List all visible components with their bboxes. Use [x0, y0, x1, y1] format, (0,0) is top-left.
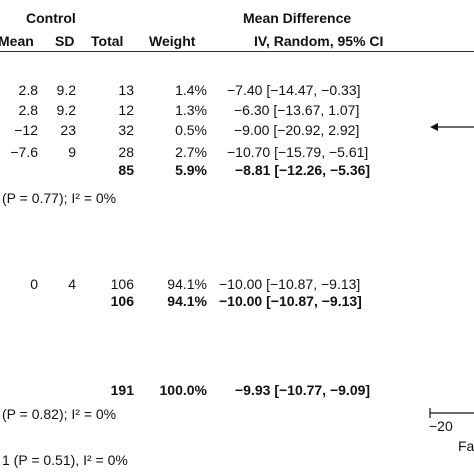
sd-column-header: SD — [55, 33, 75, 49]
subtotal2-weight: 94.1% — [167, 293, 207, 309]
heterogeneity-overall: (P = 0.82); I² = 0% — [2, 406, 117, 422]
row5-weight: 94.1% — [167, 276, 207, 292]
subtotal2-ci: −10.00 [−10.87, −9.13] — [219, 293, 362, 309]
weight-column-header: Weight — [149, 33, 196, 49]
row4-mean: −7.6 — [10, 144, 38, 160]
row1-total: 13 — [118, 82, 134, 98]
row4-ci: −10.70 [−15.79, −5.61] — [227, 144, 369, 160]
row4-weight: 2.7% — [175, 144, 207, 160]
row1-ci: −7.40 [−14.47, −0.33] — [227, 82, 361, 98]
row4-sd: 9 — [68, 144, 76, 160]
row4-total: 28 — [118, 144, 134, 160]
arrow-head — [430, 123, 438, 131]
ci-column-header: IV, Random, 95% CI — [254, 33, 384, 49]
overall-ci: −9.93 [−10.77, −9.09] — [235, 382, 371, 398]
row5-sd: 4 — [68, 276, 76, 292]
total-column-header: Total — [91, 33, 124, 49]
row1-mean: 2.8 — [18, 82, 38, 98]
row3-total: 32 — [118, 122, 134, 138]
x-axis-label-fragment: Fa — [458, 438, 474, 454]
row1-sd: 9.2 — [56, 82, 76, 98]
x-axis-tick-label: −20 — [429, 418, 453, 434]
subgroup-difference-test: 1 (P = 0.51), I² = 0% — [2, 452, 128, 468]
row2-weight: 1.3% — [175, 102, 207, 118]
overall-total: 191 — [110, 382, 134, 398]
row2-total: 12 — [118, 102, 134, 118]
subtotal1-weight: 5.9% — [175, 162, 207, 178]
row1-weight: 1.4% — [175, 82, 207, 98]
subtotal2-total: 106 — [110, 293, 134, 309]
control-group-header: Control — [26, 10, 76, 26]
mean-column-header: Mean — [0, 33, 34, 49]
row2-mean: 2.8 — [18, 102, 38, 118]
mean-difference-header: Mean Difference — [243, 10, 352, 26]
row3-ci: −9.00 [−20.92, 2.92] — [234, 122, 360, 138]
row3-mean: −12 — [14, 122, 38, 138]
row3-weight: 0.5% — [175, 122, 207, 138]
overall-weight: 100.0% — [159, 382, 207, 398]
subtotal1-total: 85 — [118, 162, 134, 178]
row2-sd: 9.2 — [56, 102, 76, 118]
header-divider — [0, 51, 474, 52]
row2-ci: −6.30 [−13.67, 1.07] — [234, 102, 360, 118]
row3-sd: 23 — [60, 122, 76, 138]
subtotal1-ci: −8.81 [−12.26, −5.36] — [235, 162, 371, 178]
heterogeneity-subgroup1: (P = 0.77); I² = 0% — [2, 190, 117, 206]
row5-ci: −10.00 [−10.87, −9.13] — [219, 276, 361, 292]
row5-mean: 0 — [30, 276, 38, 292]
row5-total: 106 — [110, 276, 134, 292]
